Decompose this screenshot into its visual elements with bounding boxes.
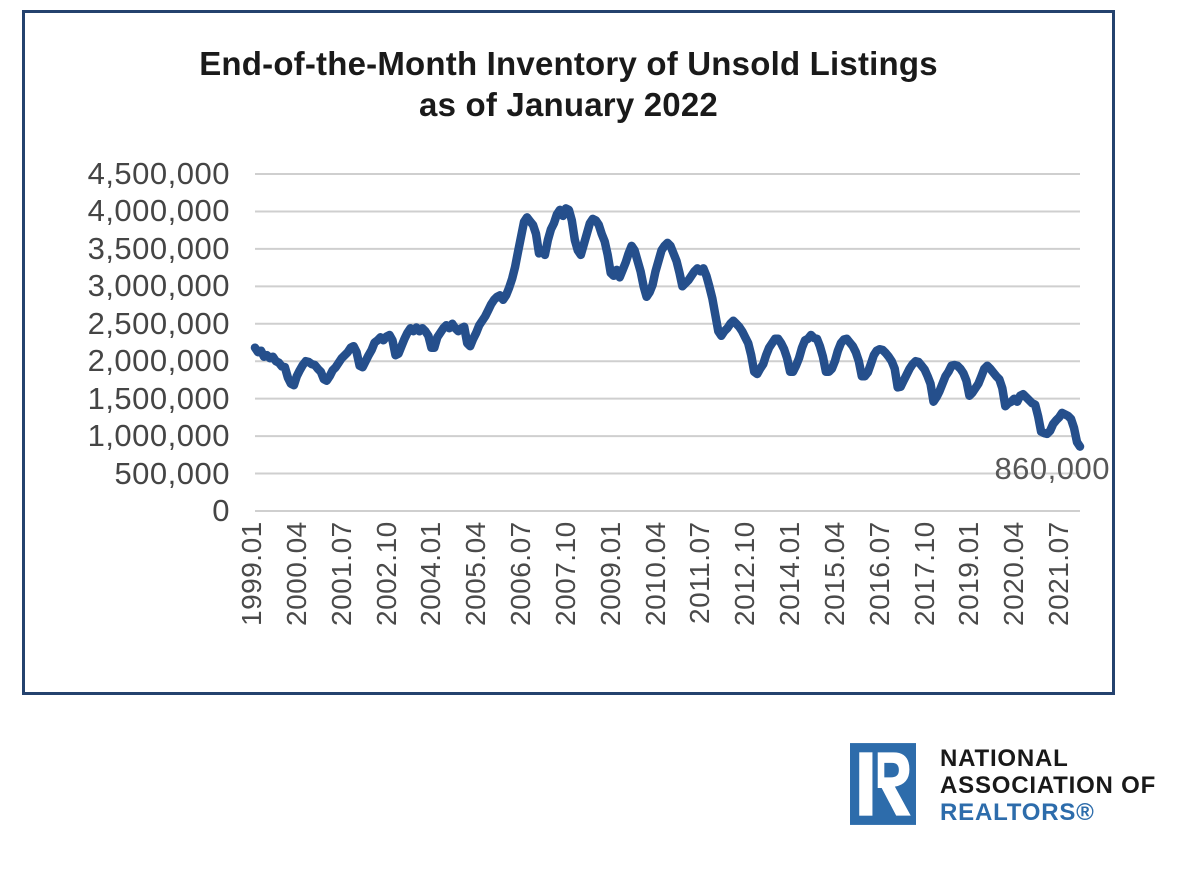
nar-logo: NATIONAL ASSOCIATION OF REALTORS® [850,743,1180,833]
x-tick-label: 2006.07 [505,521,537,626]
y-tick-label: 2,000,000 [87,343,230,379]
x-tick-label: 2016.07 [863,521,895,626]
last-value-annotation: 860,000 [994,451,1110,486]
x-tick-label: 2012.10 [729,521,761,626]
y-tick-label: 0 [212,493,230,528]
x-tick-label: 2009.01 [594,521,626,626]
x-tick-label: 2020.04 [998,521,1030,626]
x-tick-label: 2007.10 [549,521,581,626]
y-tick-label: 1,500,000 [87,380,230,416]
nar-logo-text-line1: NATIONAL [940,745,1069,772]
y-tick-label: 1,000,000 [87,418,230,454]
x-tick-label: 2014.01 [774,521,806,626]
line-chart-plot [250,173,1085,512]
y-tick-label: 2,500,000 [87,305,230,341]
y-tick-label: 3,500,000 [87,230,230,266]
chart-title-line1: End-of-the-Month Inventory of Unsold Lis… [199,45,938,82]
y-tick-label: 4,500,000 [87,156,230,191]
chart-title-line2: as of January 2022 [419,86,718,123]
x-tick-label: 2021.07 [1043,521,1075,626]
y-tick-label: 4,000,000 [87,193,230,229]
chart-title: End-of-the-Month Inventory of Unsold Lis… [25,43,1112,125]
x-tick-label: 2015.04 [818,521,850,626]
x-tick-label: 2002.10 [370,521,402,626]
x-tick-label: 2017.10 [908,521,940,626]
x-tick-label: 2001.07 [325,521,357,626]
x-tick-label: 2019.01 [953,521,985,626]
x-tick-label: 2004.01 [415,521,447,626]
x-tick-label: 1999.01 [236,521,267,626]
y-tick-label: 3,000,000 [87,268,230,304]
x-tick-label: 2010.04 [639,521,671,626]
nar-logo-text: NATIONAL ASSOCIATION OF REALTORS® [940,745,1156,826]
nar-logo-text-line2: ASSOCIATION OF [940,772,1157,799]
nar-logo-text-line3: REALTORS® [940,799,1095,826]
y-tick-label: 500,000 [114,455,230,491]
x-tick-label: 2011.07 [684,521,716,624]
x-tick-label: 2005.04 [460,521,492,626]
x-tick-label: 2000.04 [280,521,312,626]
nar-realtor-r-icon [850,743,916,825]
chart-frame: End-of-the-Month Inventory of Unsold Lis… [22,10,1115,695]
inventory-line-series [250,204,1085,451]
